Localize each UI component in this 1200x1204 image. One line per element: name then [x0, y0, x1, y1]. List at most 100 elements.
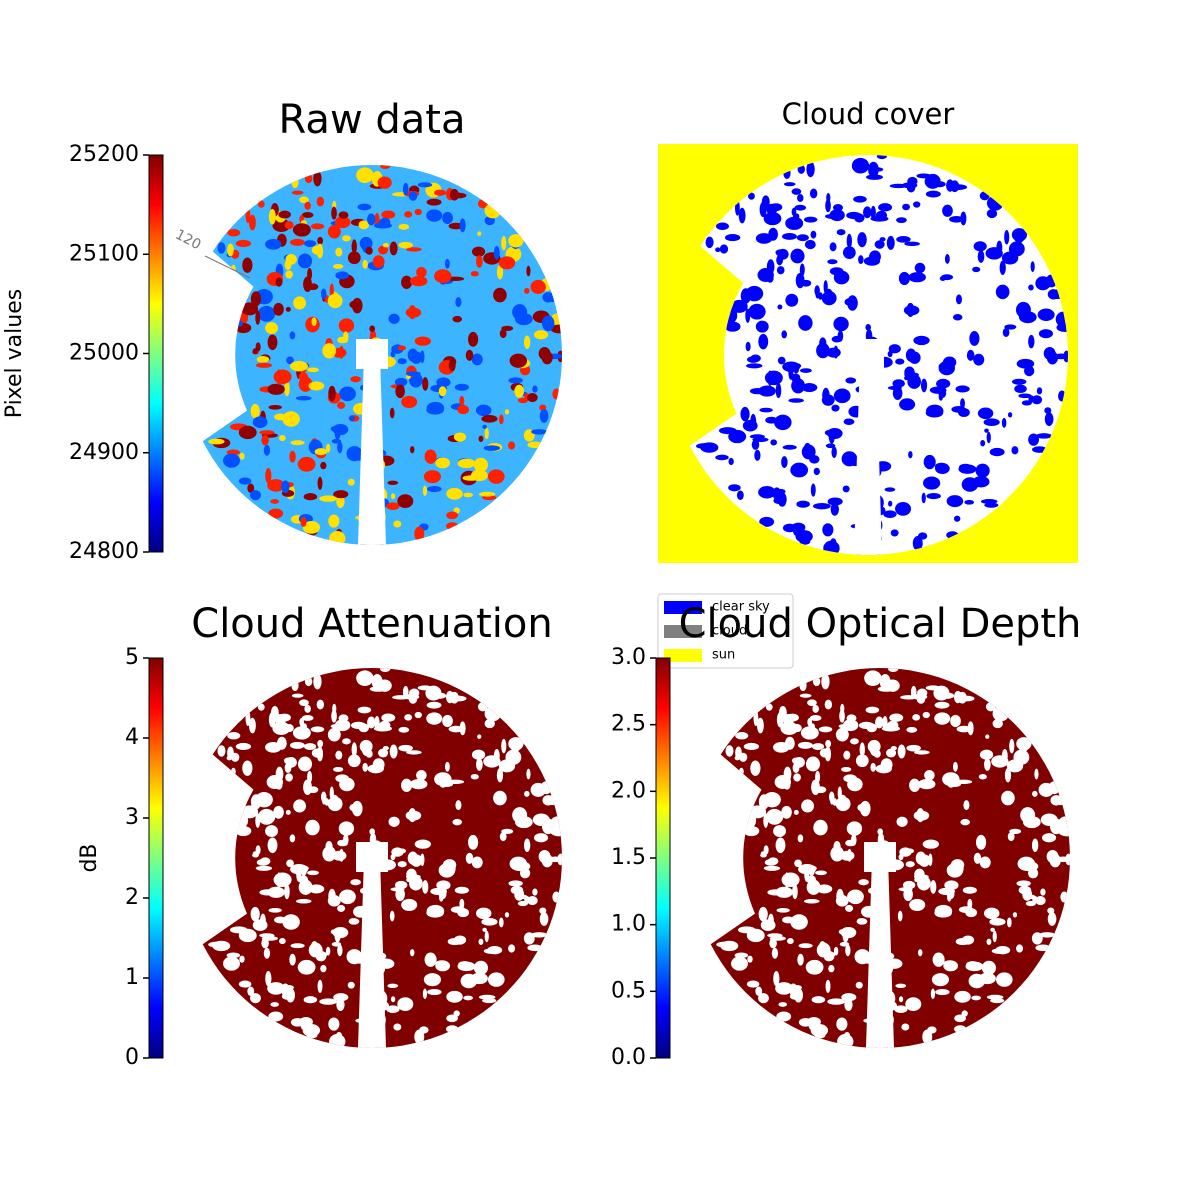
cloud-blob — [1031, 838, 1039, 852]
image-panel — [202, 668, 562, 1048]
cloud-blob — [824, 699, 833, 710]
cloud-blob — [454, 383, 469, 391]
cloud-blob — [508, 234, 524, 248]
cloud-blob — [406, 371, 421, 377]
cloud-blob — [515, 816, 533, 829]
cloud-blob — [943, 960, 959, 972]
cloud-blob — [514, 384, 525, 398]
cloud-blob — [898, 996, 904, 1003]
cloud-blob — [223, 453, 240, 468]
cloud-blob — [909, 778, 921, 792]
cloud-blob — [372, 255, 385, 268]
cloud-blob — [493, 749, 500, 763]
cloud-blob — [267, 479, 285, 492]
cloud-blob — [986, 994, 1004, 1000]
cloud-blob — [917, 778, 936, 790]
cloud-blob — [293, 296, 306, 310]
cloud-blob — [457, 908, 470, 918]
cloud-blob — [938, 388, 947, 399]
cloud-blob — [544, 292, 561, 303]
cloud-blob — [844, 998, 853, 1012]
cloud-blob — [427, 485, 442, 493]
cloud-blob — [328, 1017, 340, 1031]
cloud-blob — [934, 712, 951, 725]
cloud-blob — [504, 912, 510, 918]
cloud-blob — [771, 947, 779, 959]
cloud-blob — [811, 743, 825, 750]
cloud-blob — [257, 305, 276, 322]
cloud-blob — [247, 986, 255, 996]
cloud-blob — [273, 805, 284, 819]
colorbar-tick-label: 0.0 — [611, 1045, 646, 1070]
cloud-blob — [478, 491, 496, 497]
cloud-blob — [332, 927, 349, 939]
cloud-blob — [895, 983, 907, 988]
cloud-blob — [693, 886, 707, 900]
cloud-blob — [550, 324, 562, 334]
legend-label: sun — [712, 648, 735, 663]
cloud-blob — [532, 385, 538, 393]
cloud-blob — [223, 273, 231, 285]
cloud-blob — [422, 988, 428, 1000]
cloud-blob — [758, 485, 776, 499]
cloud-blob — [256, 355, 270, 363]
cloud-blob — [816, 884, 833, 894]
cloud-blob — [746, 928, 765, 943]
cloud-blob — [250, 794, 262, 810]
cloud-blob — [475, 907, 492, 920]
cloud-blob — [965, 908, 978, 918]
cloud-blob — [753, 710, 759, 727]
cloud-blob — [350, 879, 361, 886]
cloud-blob — [347, 478, 355, 486]
cloud-blob — [289, 834, 296, 843]
cloud-blob — [482, 927, 487, 932]
cloud-blob — [313, 170, 322, 187]
cloud-blob — [337, 839, 348, 847]
cloud-blob — [328, 385, 336, 402]
cloud-blob — [710, 926, 715, 934]
cloud-blob — [725, 745, 734, 757]
cloud-blob — [457, 405, 470, 415]
cloud-blob — [918, 949, 923, 957]
cloud-blob — [285, 253, 297, 265]
cloud-blob — [777, 248, 789, 260]
cloud-blob — [373, 725, 392, 732]
colorbar-tick-label: 1 — [125, 965, 139, 990]
cloud-blob — [789, 983, 798, 997]
cloud-blob — [390, 493, 396, 500]
cloud-blob — [827, 259, 838, 265]
cloud-blob — [967, 898, 973, 910]
cloud-blob — [1018, 393, 1032, 399]
cloud-blob — [263, 444, 271, 456]
cloud-blob — [182, 358, 189, 365]
cloud-blob — [329, 1033, 346, 1048]
cloud-blob — [303, 743, 317, 750]
cloud-blob — [827, 998, 846, 1005]
cloud-blob — [471, 749, 486, 760]
cloud-blob — [444, 761, 450, 772]
colorbar-tick-label: 2.0 — [611, 778, 646, 803]
cloud-blob — [810, 230, 817, 239]
cloud-blob — [397, 358, 407, 365]
cloud-blob — [393, 520, 402, 528]
cloud-blob — [1002, 327, 1010, 338]
cloud-blob — [839, 941, 850, 947]
cloud-blob — [797, 194, 804, 202]
cloud-blob — [445, 1025, 459, 1033]
cloud-blob — [493, 287, 507, 303]
cloud-blob — [841, 766, 852, 772]
cloud-blob — [892, 379, 905, 388]
cloud-blob — [289, 238, 305, 246]
cloud-blob — [338, 211, 349, 219]
cloud-blob — [414, 336, 432, 346]
cloud-blob — [434, 269, 452, 284]
cloud-blob — [442, 714, 453, 728]
cloud-blob — [268, 404, 282, 410]
cloud-blob — [478, 435, 484, 442]
colorbar-tick-label: 2 — [125, 885, 139, 910]
cloud-blob — [297, 253, 313, 269]
cloud-blob — [393, 1023, 402, 1031]
cloud-blob — [797, 834, 804, 843]
cloud-blob — [265, 238, 282, 250]
colorbar-tick-label: 25100 — [69, 241, 139, 266]
